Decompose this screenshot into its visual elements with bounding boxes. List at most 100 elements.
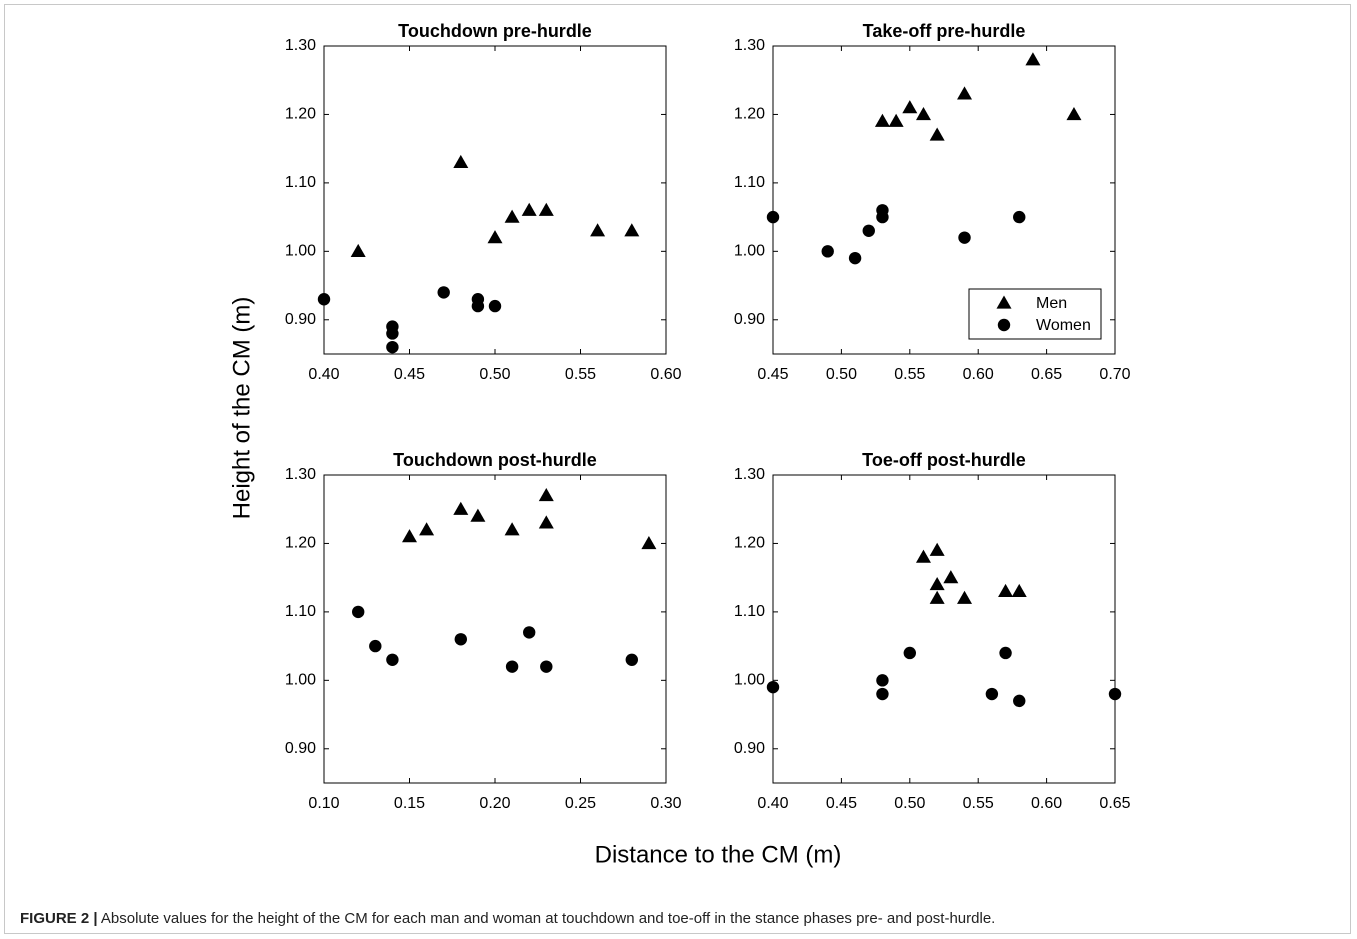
panel-3: Touchdown post-hurdle 0.90 1.00 1.10 1.20 1.3…: [285, 450, 682, 812]
men-point: [874, 113, 890, 127]
legend: Men Women: [968, 288, 1102, 340]
women-point: [523, 626, 536, 639]
women-point: [766, 210, 780, 224]
women-point: [386, 653, 399, 666]
men-point: [624, 223, 640, 237]
y-tick-label: 1.30: [734, 37, 765, 54]
x-tick-label: 0.15: [394, 795, 425, 812]
women-point: [386, 340, 399, 354]
y-tick-label: 1.20: [285, 535, 316, 552]
y-tick-label: 1.00: [285, 672, 316, 689]
women-point: [386, 327, 399, 340]
x-tick-label: 0.40: [308, 366, 339, 383]
women-point: [454, 633, 467, 646]
panel-title: Toe-off post-hurdle: [862, 450, 1026, 470]
women-point: [625, 653, 638, 666]
y-tick-label: 1.20: [285, 106, 316, 123]
men-point: [402, 529, 417, 543]
men-point: [957, 86, 973, 100]
men-point: [929, 127, 945, 141]
y-tick-label: 1.20: [734, 535, 765, 552]
y-tick-label: 0.90: [734, 311, 765, 328]
legend-women-marker: [997, 318, 1011, 332]
y-axis-label: Height of the CM (m): [228, 297, 255, 520]
y-tick-label: 1.30: [734, 466, 765, 483]
x-tick-label: 0.55: [963, 795, 994, 812]
women-point: [876, 210, 889, 224]
x-tick-label: 0.60: [963, 366, 994, 383]
x-tick-label: 0.50: [894, 795, 925, 812]
men-point: [538, 202, 554, 216]
women-point: [876, 687, 889, 701]
men-point: [521, 202, 537, 216]
y-tick-label: 0.90: [285, 311, 316, 328]
y-tick-label: 1.30: [285, 37, 316, 54]
women-point: [862, 224, 875, 237]
y-tick-label: 1.20: [734, 106, 765, 123]
men-point: [1025, 52, 1041, 66]
x-tick-label: 0.10: [308, 795, 339, 812]
men-point: [929, 590, 945, 604]
y-tick-label: 1.10: [734, 603, 765, 620]
y-tick-label: 1.10: [285, 174, 316, 191]
x-tick-label: 0.20: [479, 795, 510, 812]
y-tick-label: 1.00: [734, 672, 765, 689]
women-point: [317, 293, 331, 306]
x-tick-label: 0.60: [650, 366, 681, 383]
women-point: [903, 646, 916, 660]
x-tick-label: 0.55: [565, 366, 596, 383]
women-point: [958, 231, 971, 244]
panel-4: Toe-off post-hurdle 0.90 1.00 1.10 1.20 1.30 0…: [734, 450, 1131, 812]
legend-men-label: Men: [1036, 295, 1067, 312]
women-point: [766, 680, 780, 694]
men-point: [453, 154, 469, 168]
men-point: [641, 535, 657, 550]
men-point: [929, 542, 945, 556]
men-point: [1066, 106, 1082, 121]
x-tick-label: 0.60: [1031, 795, 1062, 812]
men-point: [998, 583, 1014, 597]
y-tick-label: 1.10: [734, 174, 765, 191]
men-point: [538, 515, 554, 529]
women-point: [369, 639, 382, 653]
figure-frame: [4, 4, 1351, 934]
men-point: [504, 522, 520, 536]
women-point: [876, 674, 889, 687]
plot-area: [323, 474, 667, 784]
women-point: [1013, 694, 1026, 708]
x-tick-label: 0.40: [757, 795, 788, 812]
women-point: [999, 646, 1012, 660]
legend-men-marker: [996, 295, 1012, 309]
y-tick-label: 1.10: [285, 603, 316, 620]
men-point: [943, 570, 959, 584]
panel-title: Take-off pre-hurdle: [863, 21, 1026, 41]
men-point: [957, 590, 973, 604]
men-point: [350, 243, 366, 257]
x-tick-label: 0.65: [1031, 366, 1062, 383]
men-point: [453, 501, 469, 515]
women-point: [437, 286, 450, 299]
men-point: [888, 113, 904, 127]
panel-title: Touchdown pre-hurdle: [398, 21, 592, 41]
x-tick-label: 0.45: [757, 366, 788, 383]
caption-label: FIGURE 2 |: [20, 910, 98, 927]
x-tick-label: 0.25: [565, 795, 596, 812]
x-tick-label: 0.50: [479, 366, 510, 383]
women-point: [471, 299, 485, 313]
caption-text: Absolute values for the height of the CM…: [100, 910, 996, 927]
y-tick-label: 0.90: [734, 740, 765, 757]
women-point: [985, 687, 999, 701]
legend-box: [968, 288, 1102, 340]
men-point: [487, 230, 503, 244]
women-point: [848, 251, 862, 265]
x-tick-label: 0.70: [1099, 366, 1130, 383]
women-point: [505, 660, 519, 673]
women-point: [821, 245, 834, 258]
plot-area: [772, 45, 1116, 355]
y-tick-label: 1.30: [285, 466, 316, 483]
x-tick-label: 0.50: [826, 366, 857, 383]
women-point: [1108, 687, 1122, 701]
legend-women-label: Women: [1036, 317, 1091, 334]
men-point: [1011, 583, 1027, 597]
men-point: [504, 209, 520, 223]
